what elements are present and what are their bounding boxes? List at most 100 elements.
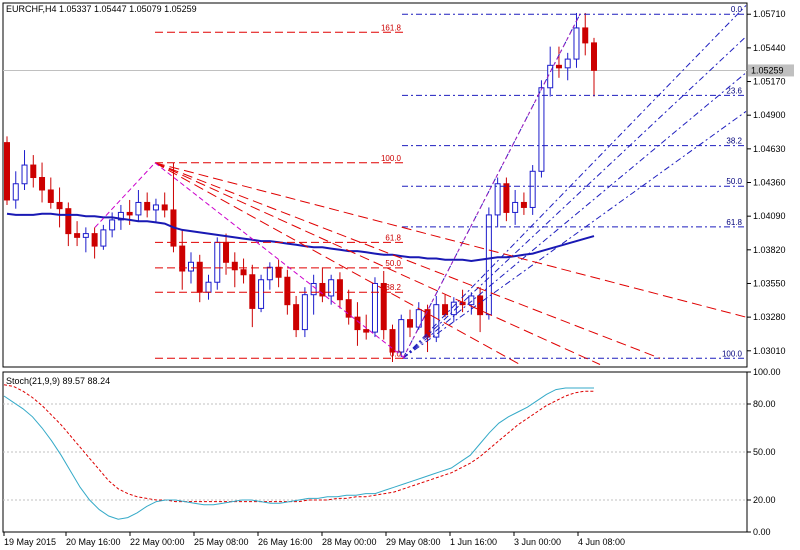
moving-average-line (6, 212, 595, 263)
fib-fan-ray (402, 72, 747, 359)
price-tick-label: 1.05710 (753, 9, 786, 19)
candle-bear (336, 279, 343, 301)
fib-fan-ray (154, 162, 661, 359)
candles (4, 12, 597, 363)
candle-bear (91, 233, 98, 247)
current-price-tag (748, 64, 794, 77)
fib-level-label: 61.8 (726, 218, 742, 227)
time-tick-label: 26 May 16:00 (258, 537, 313, 547)
time-tick-label: 20 May 16:00 (66, 537, 121, 547)
fib-fan-ray (154, 162, 521, 365)
chart-header: EURCHF,H4 1.05337 1.05447 1.05079 1.0525… (6, 4, 197, 14)
fib-level-label: 161.8 (381, 23, 402, 32)
fibonacci-blue: 0.0 23.6 38.2 50.0 61.8 100.0 (402, 5, 747, 359)
candle-bull (310, 282, 317, 296)
fib-level-label: 0.0 (731, 5, 743, 14)
candle-bear (223, 241, 230, 263)
candle-bull (301, 294, 308, 331)
candle-bear (249, 274, 256, 309)
candle-bear (354, 316, 361, 331)
candle-bear (56, 201, 63, 210)
fib-fan-ray (154, 162, 747, 318)
candle-bear (407, 319, 414, 328)
candle-bear (74, 233, 81, 238)
candle-bear (47, 189, 54, 203)
time-tick-label: 1 Jun 16:00 (450, 537, 497, 547)
candle-bear (144, 201, 151, 211)
candle-bull (468, 295, 475, 306)
candle-bull (512, 201, 519, 213)
time-tick-label: 3 Jun 00:00 (514, 537, 561, 547)
candle-bear (240, 269, 247, 276)
candle-bear (520, 201, 527, 208)
candle-bull (135, 201, 142, 216)
candle-bull (21, 164, 28, 185)
time-tick-label: 29 May 08:00 (386, 537, 441, 547)
candle-bull (538, 87, 545, 172)
candle-bear (275, 266, 282, 278)
price-tick-label: 1.03280 (753, 312, 786, 322)
price-tick-label: 1.04360 (753, 178, 786, 188)
price-tick-label: 1.04900 (753, 110, 786, 120)
candle-bull (100, 229, 107, 247)
stoch-main-line (3, 387, 594, 520)
candle-bear (65, 208, 72, 235)
candle-bull (187, 261, 194, 272)
candle-bear (30, 164, 37, 179)
stoch-tick-label: 80.00 (753, 399, 776, 409)
candle-bear (161, 204, 168, 211)
price-panel-frame (2, 2, 748, 368)
fib-level-label: 50.0 (726, 177, 742, 186)
candle-bear (39, 177, 46, 191)
fib-trend-line (402, 13, 581, 359)
fib-level-label: 38.2 (726, 137, 742, 146)
candle-bull (205, 281, 212, 293)
fib-level-label: 0.0 (390, 349, 402, 358)
fib-fan-ray (402, 36, 747, 359)
candle-bear (389, 329, 396, 353)
time-tick-label: 4 Jun 08:00 (578, 537, 625, 547)
price-tick-label: 1.03550 (753, 278, 786, 288)
price-tick-label: 1.04630 (753, 144, 786, 154)
candle-bear (179, 245, 186, 272)
fib-level-label: 100.0 (722, 349, 743, 358)
price-tick-label: 1.05170 (753, 77, 786, 87)
price-tick-label: 1.05440 (753, 43, 786, 53)
fibonacci-red: 161.8 100.0 61.8 50.0 38.2 0.0 (94, 23, 747, 365)
candle-bear (442, 304, 449, 316)
candle-bear (380, 282, 387, 331)
current-price-label: 1.05259 (751, 65, 784, 75)
candle-bull (214, 241, 221, 283)
candle-bear (345, 299, 352, 318)
price-tick-label: 1.04090 (753, 211, 786, 221)
stoch-signal-line (3, 384, 594, 503)
candle-bear (363, 329, 370, 333)
candle-bear (582, 27, 589, 44)
candle-bull (494, 183, 501, 216)
candle-bear (284, 276, 291, 306)
fib-level-label: 61.8 (385, 233, 401, 242)
fib-level-label: 38.2 (385, 283, 401, 292)
candle-bear (196, 261, 203, 293)
candle-bear (293, 304, 300, 331)
candle-bull (485, 214, 492, 316)
candle-bull (328, 279, 335, 297)
time-tick-label: 28 May 00:00 (322, 537, 377, 547)
stoch-tick-label: 0.00 (753, 527, 771, 537)
candle-bull (398, 319, 405, 353)
fib-trend-line (94, 162, 156, 228)
fib-level-label: 50.0 (385, 259, 401, 268)
stoch-tick-label: 50.00 (753, 447, 776, 457)
candle-bear (126, 211, 133, 216)
candle-bull (371, 282, 378, 333)
candle-bull (564, 58, 571, 69)
fib-trend-line (154, 162, 406, 359)
candle-bear (319, 282, 326, 297)
time-tick-label: 22 May 00:00 (130, 537, 185, 547)
stoch-tick-label: 100.00 (753, 367, 781, 377)
stoch-title: Stoch(21,9,9) 89.57 88.24 (6, 376, 110, 386)
fib-fan-ray (402, 5, 747, 359)
candle-bear (231, 261, 238, 271)
candle-bull (266, 266, 273, 281)
